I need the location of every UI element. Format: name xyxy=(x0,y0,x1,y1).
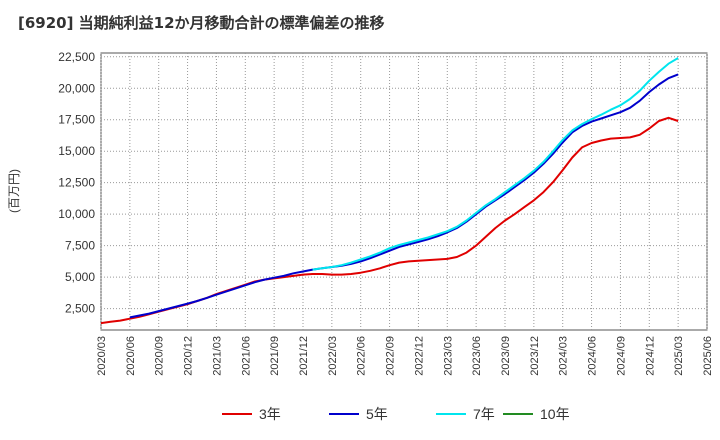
chart-title: [6920] 当期純利益12か月移動合計の標準偏差の推移 xyxy=(18,14,385,32)
y-axis: 2,500 5,000 7,500 10,000 12,500 15,000 17,500 2… xyxy=(58,50,95,316)
y-tick-label: 2,500 xyxy=(65,302,95,316)
x-tick-label: 2023/06 xyxy=(471,336,483,376)
x-tick-label: 2021/06 xyxy=(240,336,252,376)
legend-label-1: 3年 xyxy=(259,406,281,422)
x-tick-label: 2024/09 xyxy=(615,336,627,376)
y-tick-label: 20,000 xyxy=(58,81,95,95)
x-tick-label: 2020/06 xyxy=(125,336,137,376)
x-tick-label: 2023/12 xyxy=(529,336,541,376)
x-tick-label: 2025/06 xyxy=(702,336,714,376)
x-tick-label: 2022/09 xyxy=(385,336,397,376)
x-tick-label: 2022/06 xyxy=(356,336,368,376)
x-tick-label: 2020/03 xyxy=(96,336,108,376)
x-tick-label: 2025/03 xyxy=(673,336,685,376)
x-tick-label: 2020/12 xyxy=(183,336,195,376)
x-tick-label: 2023/03 xyxy=(442,336,454,376)
x-axis: 2020/03 2020/06 2020/09 2020/12 2021/03 2021/… xyxy=(96,336,714,376)
legend: 3年 5年 7年 10年 xyxy=(222,406,570,422)
x-tick-label: 2024/06 xyxy=(587,336,599,376)
legend-label-3: 7年 xyxy=(473,406,495,422)
x-tick-label: 2024/12 xyxy=(644,336,656,376)
y-tick-label: 22,500 xyxy=(58,50,95,64)
x-tick-label: 2022/12 xyxy=(413,336,425,376)
y-tick-label: 17,500 xyxy=(58,113,95,127)
series-line-3 xyxy=(312,57,679,271)
legend-label-4: 10年 xyxy=(540,406,570,422)
x-tick-label: 2021/03 xyxy=(211,336,223,376)
y-tick-label: 7,500 xyxy=(65,239,95,253)
y-tick-label: 12,500 xyxy=(58,176,95,190)
legend-label-2: 5年 xyxy=(366,406,388,422)
series-line-2 xyxy=(129,73,679,319)
y-tick-label: 15,000 xyxy=(58,144,95,158)
x-tick-label: 2021/12 xyxy=(298,336,310,376)
series-layer xyxy=(100,57,679,325)
x-tick-label: 2021/09 xyxy=(269,336,281,376)
y-axis-label: (百万円) xyxy=(7,169,21,213)
y-tick-label: 10,000 xyxy=(58,207,95,221)
x-tick-label: 2022/03 xyxy=(327,336,339,376)
x-tick-label: 2020/09 xyxy=(154,336,166,376)
plot-area xyxy=(100,52,708,331)
x-tick-label: 2023/09 xyxy=(500,336,512,376)
y-tick-label: 5,000 xyxy=(65,270,95,284)
x-tick-label: 2024/03 xyxy=(558,336,570,376)
